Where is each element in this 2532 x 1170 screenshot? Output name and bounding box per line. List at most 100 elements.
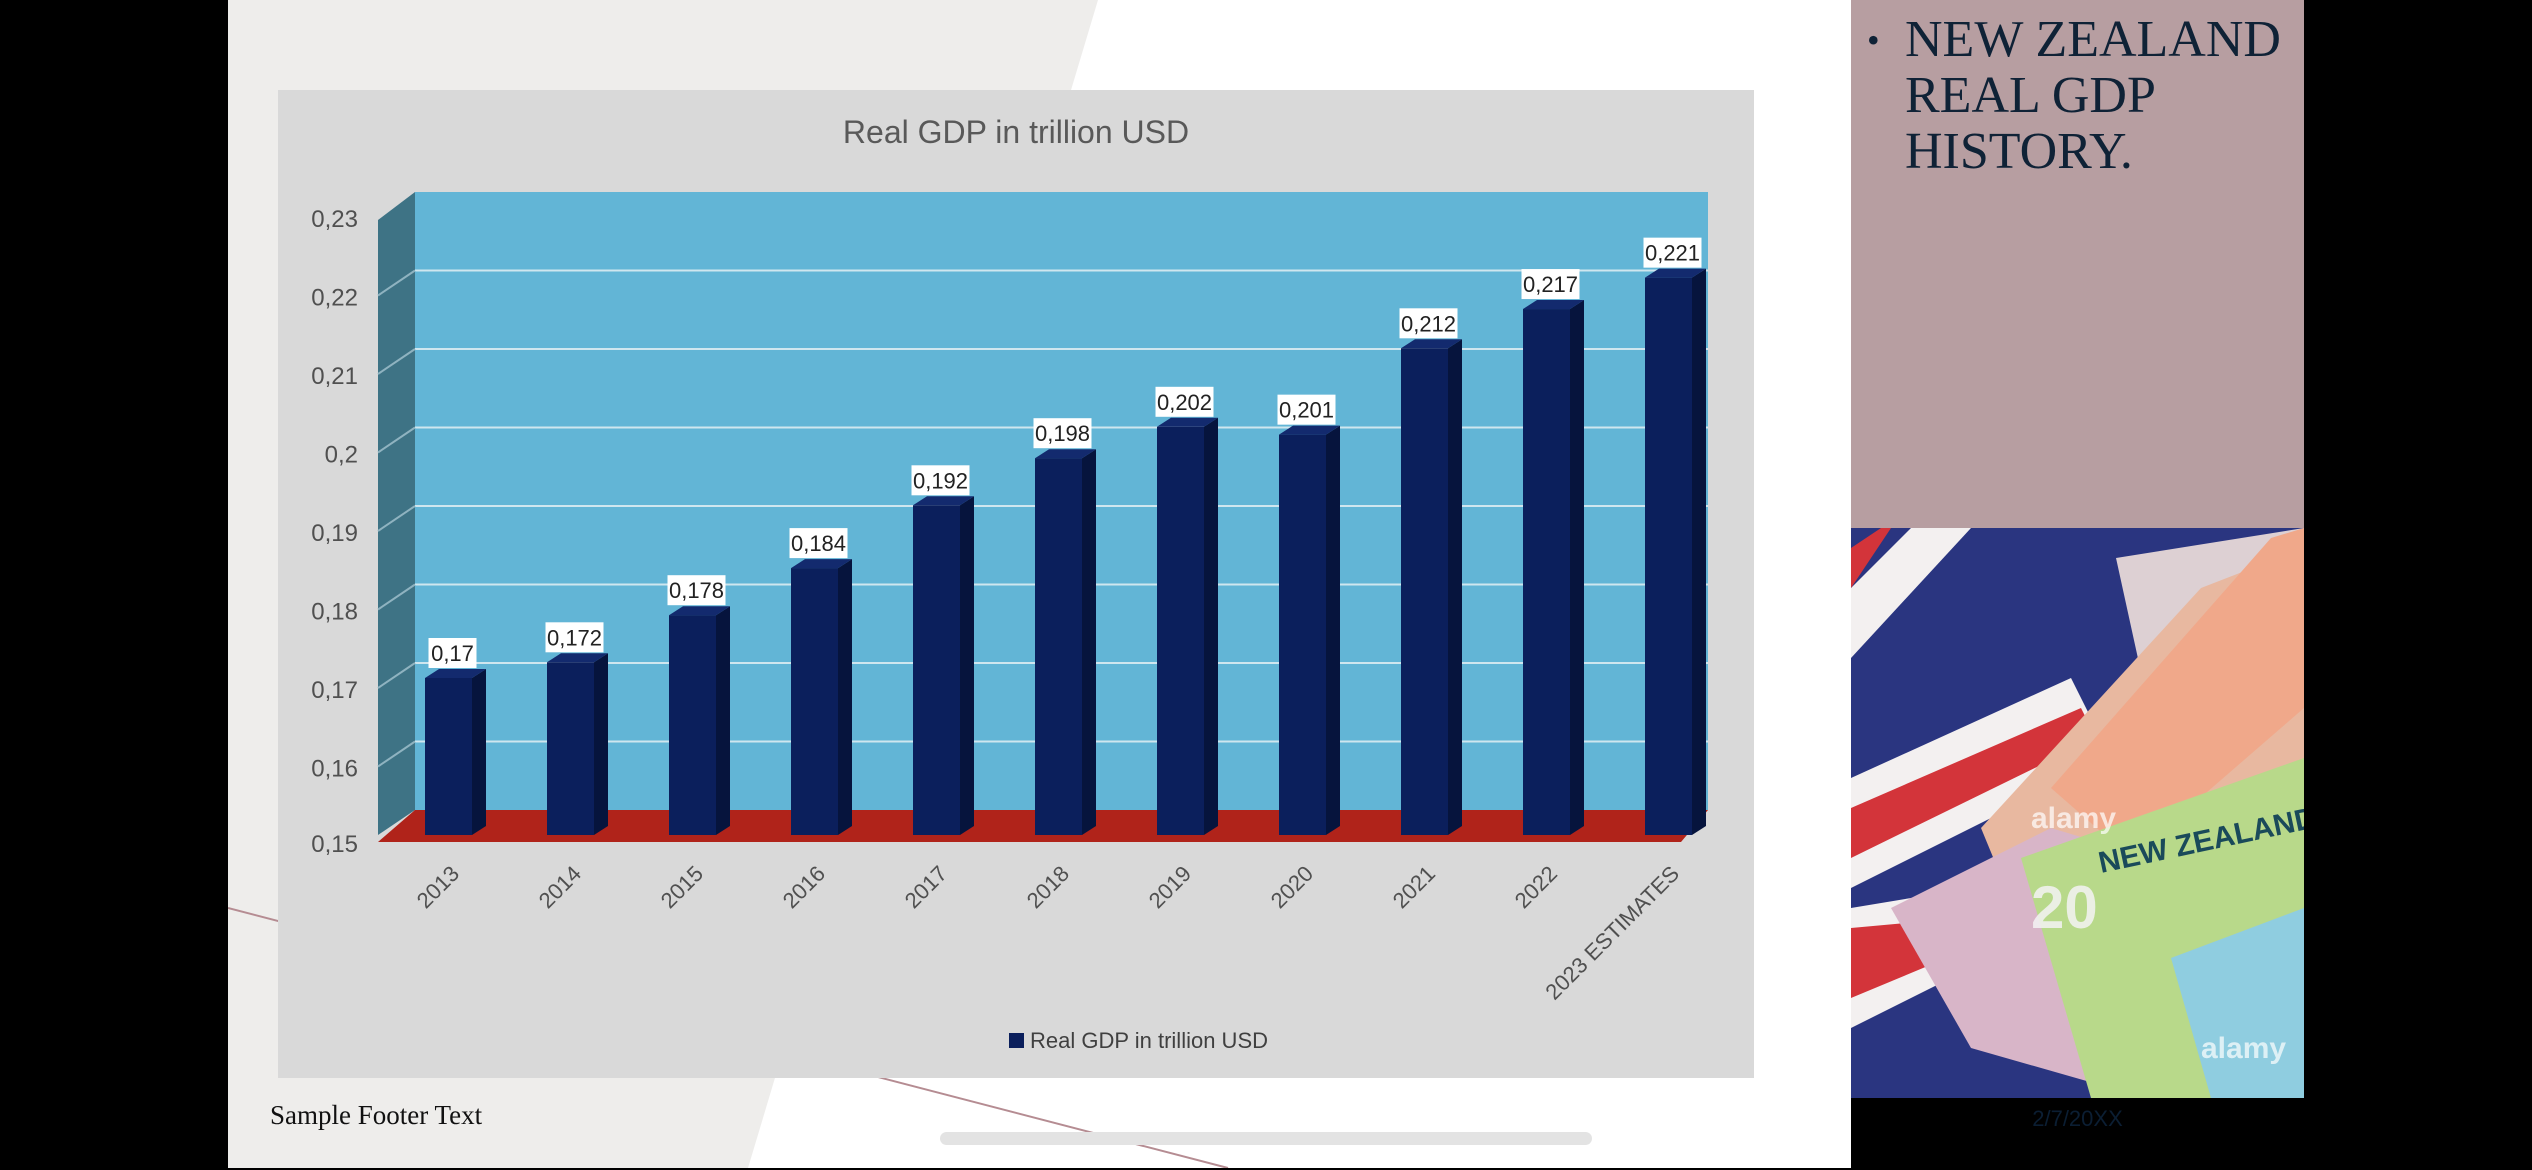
x-tick-label: 2021	[1388, 861, 1440, 913]
side-title-panel: • NEW ZEALAND REAL GDP HISTORY.	[1851, 0, 2304, 528]
side-title: • NEW ZEALAND REAL GDP HISTORY.	[1867, 11, 2305, 180]
bar-side	[1448, 339, 1462, 835]
x-tick-label: 2016	[778, 861, 830, 913]
data-label-box	[1399, 308, 1458, 339]
data-label: 0,184	[791, 531, 846, 556]
side-panel: • NEW ZEALAND REAL GDP HISTORY. 20 NEW Z…	[1851, 0, 2304, 1170]
gridline-side	[377, 740, 416, 768]
y-tick-label: 0,17	[311, 677, 358, 704]
gridline-side	[377, 662, 416, 689]
bar-side	[1204, 417, 1218, 835]
bar-side	[1570, 300, 1584, 835]
data-label-box	[545, 622, 604, 653]
legend-label: Real GDP in trillion USD	[1030, 1028, 1268, 1053]
plot-side-wall	[378, 192, 415, 835]
chart-title: Real GDP in trillion USD	[843, 114, 1189, 150]
bar-top	[1279, 425, 1340, 435]
x-tick-label: 2014	[534, 861, 586, 913]
bar-side	[716, 606, 730, 835]
x-tick-label: 2019	[1144, 861, 1196, 913]
bar-side	[1326, 425, 1340, 835]
data-label-box	[1643, 237, 1702, 268]
gridline-side	[377, 583, 416, 611]
data-label-box	[667, 575, 726, 606]
bar	[1401, 348, 1448, 835]
x-tick-label: 2015	[656, 861, 708, 913]
y-tick-label: 0,23	[311, 206, 358, 233]
bar	[669, 615, 716, 835]
data-label-box	[1155, 386, 1214, 417]
data-label-box	[911, 465, 970, 496]
bar	[425, 678, 472, 835]
data-label-box	[789, 528, 848, 559]
bullet-icon: •	[1867, 20, 1880, 60]
x-tick-label: 2017	[900, 861, 952, 913]
data-label: 0,221	[1645, 241, 1700, 266]
data-label: 0,178	[669, 578, 724, 603]
y-tick-label: 0,16	[311, 756, 358, 783]
bar-top	[913, 496, 974, 506]
horizontal-scrollbar[interactable]	[940, 1132, 1592, 1145]
bar-top	[425, 669, 486, 678]
gridline-side	[377, 426, 416, 454]
y-tick-label: 0,19	[311, 520, 358, 547]
y-tick-label: 0,2	[325, 442, 358, 469]
watermark: alamy	[2031, 802, 2116, 835]
gridline-side	[377, 505, 416, 532]
bar-top	[1401, 339, 1462, 349]
y-tick-label: 0,21	[311, 363, 358, 390]
data-label: 0,217	[1523, 272, 1578, 297]
bar-top	[1157, 417, 1218, 427]
x-tick-label: 2023 ESTIMATES	[1540, 861, 1684, 1005]
x-tick-label: 2013	[412, 861, 464, 913]
y-tick-label: 0,22	[311, 285, 358, 312]
banknote-denomination: 20	[2031, 874, 2098, 941]
x-tick-label: 2020	[1266, 861, 1318, 913]
slide-date: 2/7/20XX	[2032, 1106, 2123, 1131]
footer-text: Sample Footer Text	[270, 1100, 483, 1130]
slide: Real GDP in trillion USD 0,15 0,16 0,17 0,1…	[228, 0, 1851, 1168]
bar-top	[791, 559, 852, 569]
data-label-box	[428, 638, 477, 668]
gridline-side	[377, 269, 416, 297]
data-label: 0,172	[547, 625, 602, 650]
bar	[913, 505, 960, 835]
bar	[1157, 426, 1204, 835]
data-label: 0,202	[1157, 390, 1212, 415]
data-label: 0,201	[1279, 398, 1334, 423]
x-tick-label: 2018	[1022, 861, 1074, 913]
watermark: alamy	[2201, 1032, 2286, 1065]
bar-top	[1035, 449, 1096, 459]
bar-top	[1523, 300, 1584, 310]
data-label-box	[1033, 418, 1092, 449]
data-label: 0,17	[431, 641, 474, 666]
x-tick-label: 2022	[1510, 861, 1562, 913]
bar-top	[547, 653, 608, 663]
gridline-side	[377, 348, 416, 375]
bar-side	[472, 669, 486, 835]
y-tick-label: 0,18	[311, 599, 358, 626]
data-label: 0,212	[1401, 311, 1456, 336]
legend: Real GDP in trillion USD	[1009, 1028, 1268, 1053]
gdp-bar-chart: Real GDP in trillion USD 0,15 0,16 0,17 0,1…	[311, 114, 1708, 1053]
bar	[1279, 434, 1326, 835]
bar-side	[838, 559, 852, 835]
bar-side	[1082, 449, 1096, 835]
data-label-box	[1521, 269, 1580, 300]
legend-swatch	[1009, 1033, 1024, 1048]
data-label-box	[1277, 394, 1336, 425]
new-zealand-banknotes-and-flag-photo: 20 NEW ZEALAND alamy alamy	[1851, 528, 2304, 1098]
bar-top	[1645, 268, 1706, 278]
bar	[1645, 277, 1692, 835]
bar-top	[669, 606, 730, 616]
y-tick-label: 0,15	[311, 831, 358, 858]
bar-side	[1692, 268, 1706, 835]
data-label: 0,198	[1035, 421, 1090, 446]
bar	[1035, 458, 1082, 835]
side-title-text: NEW ZEALAND REAL GDP HISTORY.	[1905, 11, 2281, 180]
bar	[791, 568, 838, 835]
chart-panel: Real GDP in trillion USD 0,15 0,16 0,17 0,1…	[278, 90, 1754, 1078]
bar	[547, 662, 594, 835]
data-label: 0,192	[913, 468, 968, 493]
bar-side	[594, 653, 608, 835]
